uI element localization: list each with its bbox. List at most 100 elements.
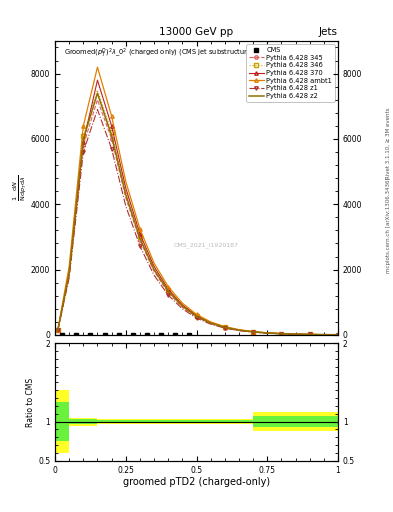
Pythia 6.428 370	[67, 270, 72, 276]
Pythia 6.428 346	[67, 268, 72, 274]
Pythia 6.428 z1	[81, 149, 86, 155]
CMS	[102, 332, 107, 338]
Pythia 6.428 ambt1	[123, 178, 128, 184]
Pythia 6.428 346	[81, 133, 86, 139]
Line: Pythia 6.428 z1: Pythia 6.428 z1	[56, 108, 340, 336]
Pythia 6.428 346	[279, 331, 284, 337]
Pythia 6.428 346	[138, 234, 142, 240]
Text: 13000 GeV pp: 13000 GeV pp	[160, 27, 233, 37]
Pythia 6.428 346	[166, 287, 171, 293]
Pythia 6.428 370	[251, 329, 255, 335]
Pythia 6.428 345	[81, 142, 86, 148]
Line: Pythia 6.428 z2: Pythia 6.428 z2	[58, 93, 338, 335]
Pythia 6.428 370	[307, 331, 312, 337]
Pythia 6.428 346	[222, 324, 227, 330]
Pythia 6.428 ambt1	[321, 331, 326, 337]
Pythia 6.428 ambt1	[109, 113, 114, 119]
Pythia 6.428 z2	[194, 313, 199, 319]
Line: CMS: CMS	[60, 333, 191, 337]
Pythia 6.428 z1	[336, 332, 340, 338]
Pythia 6.428 z2	[251, 329, 255, 335]
Pythia 6.428 z1	[265, 330, 270, 336]
Line: Pythia 6.428 346: Pythia 6.428 346	[56, 88, 340, 336]
Pythia 6.428 ambt1	[138, 226, 142, 232]
Pythia 6.428 ambt1	[81, 123, 86, 129]
Pythia 6.428 345	[55, 327, 60, 333]
Pythia 6.428 370	[166, 286, 171, 292]
CMS	[159, 332, 163, 338]
Pythia 6.428 345	[279, 331, 284, 337]
Pythia 6.428 z2	[180, 303, 185, 309]
Pythia 6.428 ambt1	[55, 327, 60, 333]
Pythia 6.428 370	[279, 331, 284, 337]
Pythia 6.428 345	[166, 289, 171, 295]
CMS	[130, 332, 135, 338]
Pythia 6.428 346	[109, 130, 114, 136]
Pythia 6.428 370	[138, 230, 142, 237]
CMS	[187, 332, 192, 338]
Pythia 6.428 345	[321, 332, 326, 338]
Pythia 6.428 345	[109, 136, 114, 142]
Pythia 6.428 ambt1	[336, 332, 340, 338]
Pythia 6.428 370	[109, 123, 114, 129]
Pythia 6.428 370	[293, 331, 298, 337]
Pythia 6.428 345	[67, 273, 72, 279]
Pythia 6.428 345	[95, 97, 100, 103]
Pythia 6.428 ambt1	[293, 331, 298, 337]
Pythia 6.428 370	[95, 77, 100, 83]
Pythia 6.428 z2	[152, 267, 156, 273]
Pythia 6.428 ambt1	[307, 331, 312, 337]
Pythia 6.428 346	[251, 329, 255, 335]
Pythia 6.428 z1	[109, 146, 114, 152]
CMS	[88, 332, 93, 338]
Pythia 6.428 z2	[81, 136, 86, 142]
Pythia 6.428 z1	[67, 275, 72, 281]
Pythia 6.428 370	[123, 185, 128, 191]
Pythia 6.428 ambt1	[251, 329, 255, 335]
Text: mcplots.cern.ch [arXiv:1306.3436]: mcplots.cern.ch [arXiv:1306.3436]	[386, 178, 391, 273]
Pythia 6.428 370	[237, 327, 241, 333]
Pythia 6.428 z2	[307, 331, 312, 337]
Pythia 6.428 ambt1	[194, 311, 199, 317]
Pythia 6.428 345	[307, 331, 312, 337]
Pythia 6.428 z1	[166, 292, 171, 298]
Pythia 6.428 z1	[237, 328, 241, 334]
Pythia 6.428 ambt1	[279, 330, 284, 336]
Pythia 6.428 z1	[293, 331, 298, 337]
Pythia 6.428 ambt1	[67, 263, 72, 269]
Pythia 6.428 346	[208, 319, 213, 326]
Pythia 6.428 z1	[307, 331, 312, 337]
Line: Pythia 6.428 ambt1: Pythia 6.428 ambt1	[56, 66, 340, 336]
Pythia 6.428 346	[152, 265, 156, 271]
Pythia 6.428 345	[222, 325, 227, 331]
Pythia 6.428 346	[293, 331, 298, 337]
Legend: CMS, Pythia 6.428 345, Pythia 6.428 346, Pythia 6.428 370, Pythia 6.428 ambt1, P: CMS, Pythia 6.428 345, Pythia 6.428 346,…	[246, 45, 335, 101]
Pythia 6.428 z2	[109, 133, 114, 139]
Pythia 6.428 370	[265, 330, 270, 336]
Pythia 6.428 z1	[152, 272, 156, 278]
Pythia 6.428 z2	[95, 90, 100, 96]
Pythia 6.428 z2	[279, 331, 284, 337]
Pythia 6.428 z2	[265, 330, 270, 336]
Y-axis label: Ratio to CMS: Ratio to CMS	[26, 377, 35, 426]
Text: Jets: Jets	[319, 27, 338, 37]
Pythia 6.428 z1	[251, 329, 255, 335]
Pythia 6.428 z1	[321, 332, 326, 338]
Text: Groomed$(p_T^D)^2\lambda\_0^2$ (charged only) (CMS jet substructure): Groomed$(p_T^D)^2\lambda\_0^2$ (charged …	[64, 47, 254, 60]
Pythia 6.428 346	[55, 327, 60, 333]
Pythia 6.428 345	[208, 321, 213, 327]
Pythia 6.428 z2	[166, 288, 171, 294]
Pythia 6.428 345	[237, 327, 241, 333]
Pythia 6.428 ambt1	[152, 260, 156, 266]
Pythia 6.428 370	[321, 332, 326, 338]
Pythia 6.428 z2	[293, 331, 298, 337]
Pythia 6.428 346	[123, 188, 128, 194]
Pythia 6.428 370	[55, 327, 60, 333]
Pythia 6.428 345	[293, 331, 298, 337]
Pythia 6.428 ambt1	[208, 319, 213, 325]
Pythia 6.428 370	[336, 332, 340, 338]
Pythia 6.428 346	[265, 330, 270, 336]
Pythia 6.428 346	[194, 313, 199, 319]
Pythia 6.428 z2	[208, 320, 213, 326]
Pythia 6.428 z1	[279, 331, 284, 337]
